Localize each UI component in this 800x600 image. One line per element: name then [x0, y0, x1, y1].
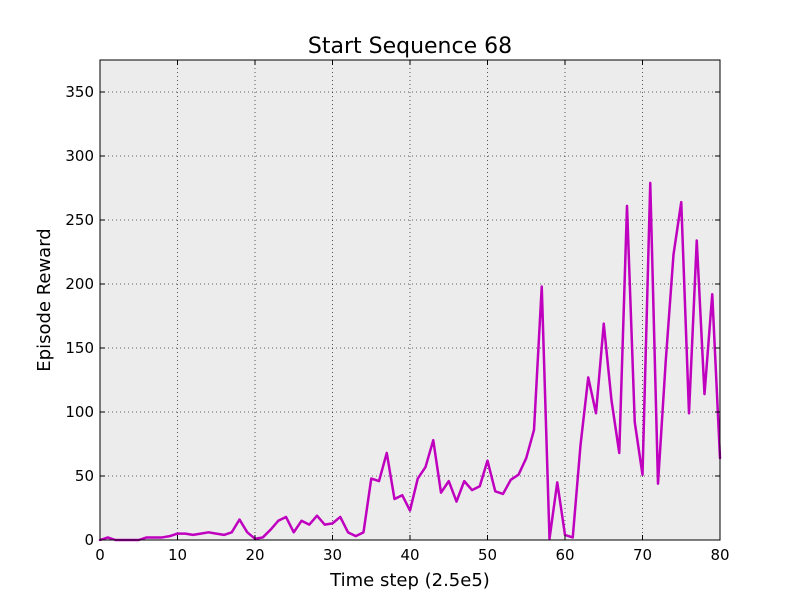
- x-tick-label: 20: [245, 546, 264, 564]
- x-tick-label: 0: [95, 546, 105, 564]
- chart-title: Start Sequence 68: [308, 34, 512, 59]
- y-tick-label: 200: [65, 275, 94, 293]
- x-tick-label: 60: [555, 546, 574, 564]
- x-tick-label: 80: [710, 546, 729, 564]
- y-tick-label: 100: [65, 403, 94, 421]
- y-axis-title: Episode Reward: [34, 228, 55, 371]
- y-tick-label: 150: [65, 339, 94, 357]
- x-tick-label: 30: [323, 546, 342, 564]
- axis-ticks: 0 10 20 30 40 50 60 70 80 0 50 100 150 200 250 300 350: [65, 60, 730, 564]
- series-line: [98, 181, 722, 542]
- x-tick-label: 50: [478, 546, 497, 564]
- y-tick-label: 0: [84, 531, 94, 549]
- x-tick-label: 70: [633, 546, 652, 564]
- y-tick-label: 50: [75, 467, 94, 485]
- y-tick-label: 350: [65, 83, 94, 101]
- x-axis-title: Time step (2.5e5): [329, 570, 490, 591]
- series-layer: [98, 181, 722, 542]
- x-tick-label: 40: [400, 546, 419, 564]
- y-tick-label: 250: [65, 211, 94, 229]
- x-tick-label: 10: [168, 546, 187, 564]
- y-tick-label: 300: [65, 147, 94, 165]
